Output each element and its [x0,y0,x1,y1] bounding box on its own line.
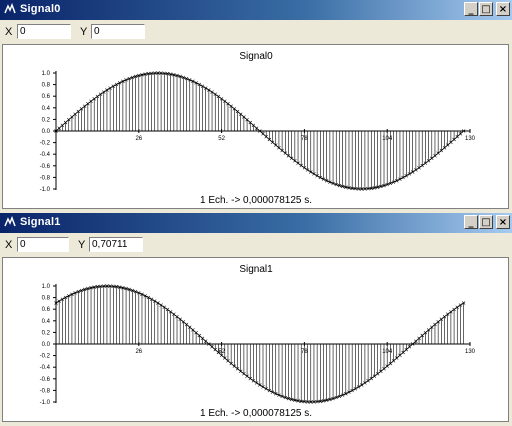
maximize-button[interactable]: □ [479,215,493,229]
maximize-button[interactable]: □ [479,2,493,16]
y-field[interactable]: 0,70711 [89,237,143,252]
sample-period-label: 1 Ech. -> 0,000078125 s. [200,408,312,419]
chart-title: Signal0 [239,51,273,62]
y-tick-label: 0.8 [42,83,51,89]
y-tick-label: 0.2 [42,117,51,123]
x-tick-label: 104 [382,136,393,142]
x-field[interactable]: 0 [17,24,71,39]
y-tick-label: 0.6 [42,307,51,313]
y-tick-label: 1.0 [42,71,51,77]
chart-title: Signal1 [239,264,273,275]
y-tick-label: 0.0 [42,342,51,348]
x-tick-label: 78 [301,349,308,355]
y-tick-label: 1.0 [42,284,51,290]
coordinate-toolbar: X 0 Y 0,70711 [0,235,512,256]
app-icon [4,3,16,14]
x-tick-label: 104 [382,349,393,355]
x-tick-label: 130 [465,136,476,142]
title-bar[interactable]: Signal0 _ □ × [0,0,512,20]
x-field[interactable]: 0 [17,237,69,252]
y-tick-label: -0.4 [40,152,51,158]
y-tick-label: -1.0 [40,187,51,193]
y-tick-label: -0.6 [40,377,51,383]
coordinate-toolbar: X 0 Y 0 [0,22,512,43]
x-tick-label: 26 [135,349,142,355]
y-tick-label: -0.6 [40,164,51,170]
y-tick-label: 0.6 [42,94,51,100]
y-tick-label: -1.0 [40,400,51,406]
y-tick-label: 0.0 [42,129,51,135]
minimize-button[interactable]: _ [464,2,478,16]
x-label: X [5,239,13,251]
y-tick-label: -0.2 [40,141,51,147]
close-button[interactable]: × [496,215,510,229]
x-tick-label: 52 [218,136,225,142]
app-icon [4,216,16,227]
x-tick-label: 52 [218,349,225,355]
y-tick-label: 0.8 [42,296,51,302]
close-button[interactable]: × [496,2,510,16]
x-tick-label: 78 [301,136,308,142]
y-tick-label: 0.4 [42,319,51,325]
y-tick-label: -0.8 [40,388,51,394]
signal0-chart: Signal0 1.0 0.8 0.6 0.4 0.2 0.0 -0.2 -0.4 -0.6 -0.… [40,51,476,206]
x-tick-label: 26 [135,136,142,142]
y-tick-label: 0.4 [42,106,51,112]
y-tick-label: -0.2 [40,354,51,360]
y-tick-label: -0.4 [40,365,51,371]
y-tick-label: -0.8 [40,175,51,181]
plot-area[interactable]: Signal1 1.0 0.8 0.6 0.4 0.2 0.0 -0.2 -0.4 -0.6 -0.… [2,257,509,422]
window-title: Signal0 [20,3,61,15]
signal1-window: Signal1 _ □ × X 0 Y 0,70711 Signal1 1.0 0.… [0,213,512,423]
x-tick-label: 130 [465,349,476,355]
minimize-button[interactable]: _ [464,215,478,229]
window-title: Signal1 [20,216,61,228]
y-tick-label: 0.2 [42,330,51,336]
signal1-chart: Signal1 1.0 0.8 0.6 0.4 0.2 0.0 -0.2 -0.4 -0.6 -0.… [40,264,476,419]
y-field[interactable]: 0 [91,24,145,39]
signal-line [55,72,464,190]
plot-area[interactable]: Signal0 1.0 0.8 0.6 0.4 0.2 0.0 -0.2 -0.4 -0.6 -0.… [2,44,509,209]
y-label: Y [78,239,86,251]
signal0-window: Signal0 _ □ × X 0 Y 0 Signal0 1.0 0.8 0.6 0.… [0,0,512,211]
y-label: Y [80,26,88,38]
sample-period-label: 1 Ech. -> 0,000078125 s. [200,195,312,206]
x-label: X [5,26,13,38]
signal-line [55,285,464,403]
title-bar[interactable]: Signal1 _ □ × [0,213,512,233]
